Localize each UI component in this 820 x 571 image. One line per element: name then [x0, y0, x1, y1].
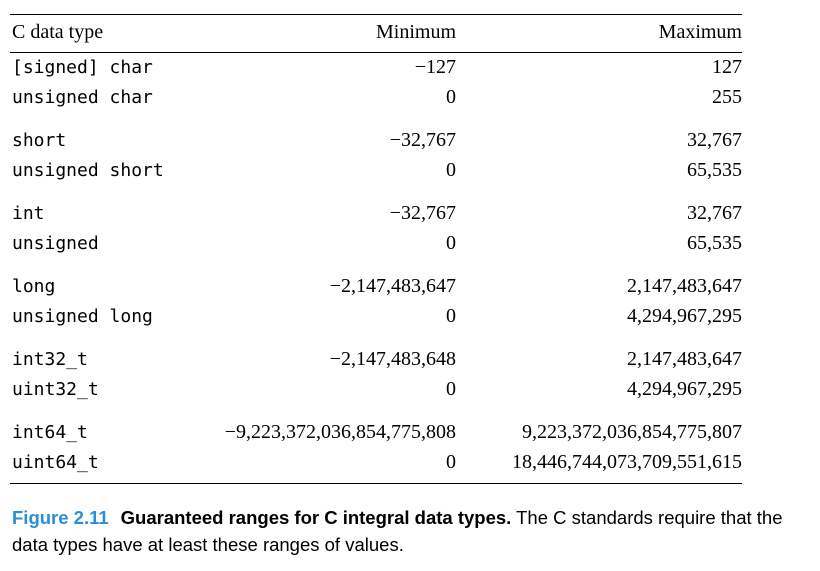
table-row: unsigned char 0 255	[10, 83, 742, 113]
maximum-value: 127	[712, 56, 742, 78]
maximum-value: 65,535	[687, 159, 742, 181]
table-row: unsigned short 0 65,535	[10, 156, 742, 186]
minimum-value: −32,767	[389, 202, 456, 224]
minimum-value: 0	[446, 159, 456, 181]
maximum-value: 65,535	[687, 232, 742, 254]
maximum-value: 18,446,744,073,709,551,615	[512, 451, 742, 473]
group-long: long −2,147,483,647 2,147,483,647 unsign…	[10, 272, 742, 345]
maximum-value: 32,767	[687, 202, 742, 224]
type-name: uint64_t	[12, 452, 99, 473]
group-short: short −32,767 32,767 unsigned short 0 65…	[10, 126, 742, 199]
type-name: short	[12, 130, 67, 151]
minimum-value: 0	[446, 86, 456, 108]
minimum-value: −127	[414, 56, 456, 78]
maximum-value: 2,147,483,647	[627, 348, 742, 370]
table-row: unsigned 0 65,535	[10, 229, 742, 259]
minimum-value: 0	[446, 451, 456, 473]
table-row: unsigned long 0 4,294,967,295	[10, 302, 742, 332]
figure-caption: Figure 2.11 Guaranteed ranges for C integ…	[12, 504, 812, 558]
type-name: int64_t	[12, 422, 88, 443]
type-name: unsigned long	[12, 306, 153, 327]
minimum-value: −32,767	[389, 129, 456, 151]
minimum-value: −9,223,372,036,854,775,808	[224, 421, 456, 443]
maximum-value: 9,223,372,036,854,775,807	[522, 421, 742, 443]
maximum-value: 255	[712, 86, 742, 108]
minimum-value: 0	[446, 305, 456, 327]
table-header: C data type Minimum Maximum	[10, 15, 742, 53]
caption-text: The C standards require that the data ty…	[12, 507, 783, 555]
minimum-value: 0	[446, 232, 456, 254]
minimum-value: 0	[446, 378, 456, 400]
type-name: unsigned char	[12, 87, 153, 108]
maximum-value: 2,147,483,647	[627, 275, 742, 297]
group-char: [signed] char −127 127 unsigned char 0 2…	[10, 53, 742, 126]
header-maximum: Maximum	[658, 21, 742, 43]
type-name: uint32_t	[12, 379, 99, 400]
caption-title: Guaranteed ranges for C integral data ty…	[120, 507, 512, 528]
type-name: unsigned short	[12, 160, 164, 181]
table-row: int −32,767 32,767	[10, 199, 742, 229]
maximum-value: 4,294,967,295	[627, 378, 742, 400]
type-name: int32_t	[12, 349, 88, 370]
header-c-data-type: C data type	[12, 21, 104, 43]
table-row: int64_t −9,223,372,036,854,775,808 9,223…	[10, 418, 742, 448]
table-row: int32_t −2,147,483,648 2,147,483,647	[10, 345, 742, 375]
maximum-value: 4,294,967,295	[627, 305, 742, 327]
table-row: [signed] char −127 127	[10, 53, 742, 83]
type-name: [signed] char	[12, 57, 153, 78]
table-row: long −2,147,483,647 2,147,483,647	[10, 272, 742, 302]
type-name: unsigned	[12, 233, 99, 254]
group-int32: int32_t −2,147,483,648 2,147,483,647 uin…	[10, 345, 742, 418]
table-row: uint64_t 0 18,446,744,073,709,551,615	[10, 448, 742, 478]
maximum-value: 32,767	[687, 129, 742, 151]
figure-label: Figure 2.11	[12, 507, 109, 528]
minimum-value: −2,147,483,648	[329, 348, 456, 370]
minimum-value: −2,147,483,647	[329, 275, 456, 297]
type-name: long	[12, 276, 56, 297]
data-type-ranges-table: C data type Minimum Maximum [signed] cha…	[10, 14, 742, 484]
table-row: uint32_t 0 4,294,967,295	[10, 375, 742, 405]
group-int64: int64_t −9,223,372,036,854,775,808 9,223…	[10, 418, 742, 483]
group-int: int −32,767 32,767 unsigned 0 65,535	[10, 199, 742, 272]
type-name: int	[12, 203, 45, 224]
header-minimum: Minimum	[375, 21, 456, 43]
table-row: short −32,767 32,767	[10, 126, 742, 156]
